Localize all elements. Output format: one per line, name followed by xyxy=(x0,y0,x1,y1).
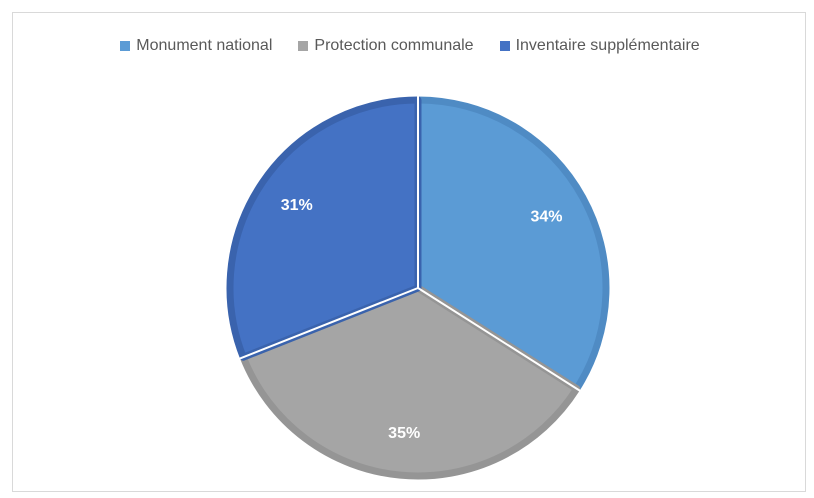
data-label-monument-national: 34% xyxy=(530,209,562,226)
legend-swatch-monument-national xyxy=(120,41,131,51)
legend-swatch-inventaire-supplementaire xyxy=(499,41,510,51)
legend-item-protection-communale: Protection communale xyxy=(298,37,474,55)
legend-swatch-protection-communale xyxy=(298,41,309,51)
slice-inventaire-supplementaire xyxy=(226,96,422,361)
slice-protection-communale xyxy=(239,284,581,480)
legend-label-monument-national: Monument national xyxy=(136,37,273,54)
slice-separator xyxy=(239,287,419,360)
data-label-protection-communale: 35% xyxy=(388,425,420,442)
legend-item-monument-national: Monument national xyxy=(120,37,272,55)
chart-area: Monument national Protection communale I… xyxy=(12,12,806,492)
legend-label-inventaire-supplementaire: Inventaire supplémentaire xyxy=(515,37,700,54)
data-label-inventaire-supplementaire: 31% xyxy=(281,197,313,214)
pie-chart: 34% 35% 31% xyxy=(226,96,610,480)
legend-label-protection-communale: Protection communale xyxy=(314,37,474,54)
legend: Monument national Protection communale I… xyxy=(13,37,807,55)
legend-item-inventaire-supplementaire: Inventaire supplémentaire xyxy=(499,37,700,55)
slice-separator xyxy=(417,287,581,392)
